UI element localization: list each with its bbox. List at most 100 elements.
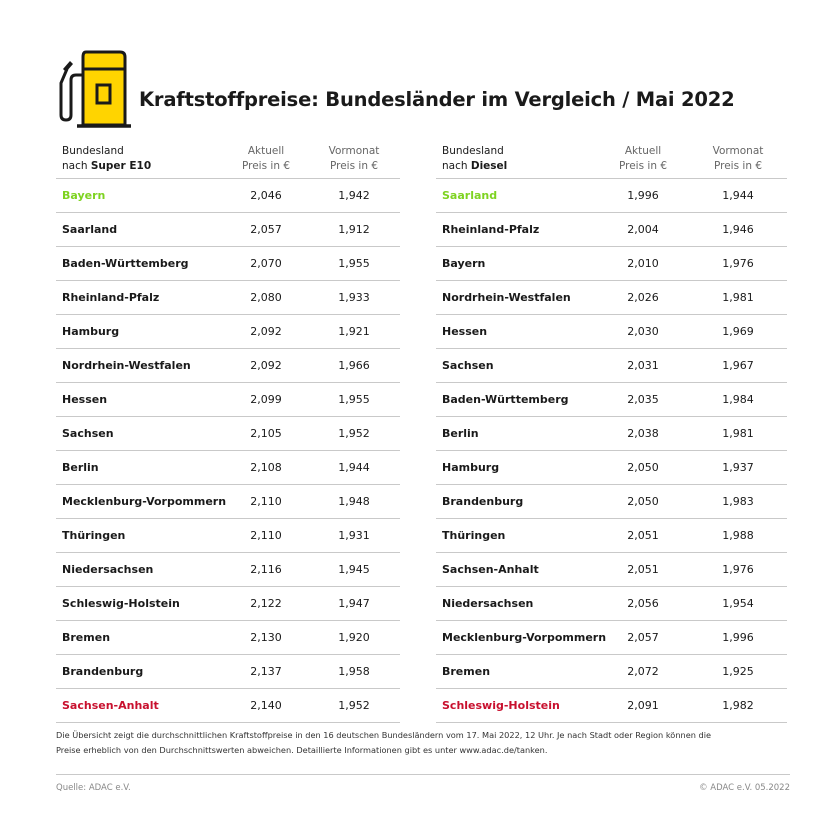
previous-price: 1,944 bbox=[722, 189, 754, 202]
current-price: 2,051 bbox=[627, 529, 659, 542]
table-row: Nordrhein-Westfalen 2,092 1,966 bbox=[56, 349, 400, 383]
previous-price: 1,925 bbox=[722, 665, 754, 678]
state-name: Sachsen-Anhalt bbox=[62, 699, 159, 712]
table-row: Hamburg 2,050 1,937 bbox=[436, 451, 787, 485]
table-body: Bayern 2,046 1,942 Saarland 2,057 1,912 Baden-… bbox=[56, 179, 400, 723]
previous-price: 1,988 bbox=[722, 529, 754, 542]
table-row: Thüringen 2,110 1,931 bbox=[56, 519, 400, 553]
header-line2-prefix: nach bbox=[62, 160, 91, 172]
previous-price: 1,981 bbox=[722, 427, 754, 440]
header-line1: Bundesland bbox=[62, 145, 124, 157]
current-price: 2,122 bbox=[250, 597, 282, 610]
header-line1: Bundesland bbox=[442, 145, 504, 157]
table-row: Bremen 2,130 1,920 bbox=[56, 621, 400, 655]
state-name: Rheinland-Pfalz bbox=[62, 291, 160, 304]
table-diesel: Bundesland nach Diesel Aktuell Preis in … bbox=[436, 140, 787, 723]
current-price: 2,099 bbox=[250, 393, 282, 406]
table-row: Hessen 2,030 1,969 bbox=[436, 315, 787, 349]
current-price: 2,056 bbox=[627, 597, 659, 610]
table-row: Baden-Württemberg 2,070 1,955 bbox=[56, 247, 400, 281]
state-name: Bremen bbox=[442, 665, 491, 678]
header-previous: Vormonat Preis in € bbox=[319, 144, 389, 174]
previous-price: 1,958 bbox=[338, 665, 370, 678]
previous-price: 1,955 bbox=[338, 257, 370, 270]
state-name: Saarland bbox=[442, 189, 498, 202]
current-price: 2,092 bbox=[250, 359, 282, 372]
table-row: Sachsen 2,031 1,967 bbox=[436, 349, 787, 383]
current-price: 2,031 bbox=[627, 359, 659, 372]
state-name: Sachsen-Anhalt bbox=[442, 563, 539, 576]
previous-price: 1,942 bbox=[338, 189, 370, 202]
state-name: Sachsen bbox=[442, 359, 494, 372]
table-row: Rheinland-Pfalz 2,004 1,946 bbox=[436, 213, 787, 247]
table-row: Sachsen-Anhalt 2,051 1,976 bbox=[436, 553, 787, 587]
table-row: Schleswig-Holstein 2,091 1,982 bbox=[436, 689, 787, 723]
table-row: Bayern 2,010 1,976 bbox=[436, 247, 787, 281]
header-previous-line2: Preis in € bbox=[713, 160, 762, 172]
current-price: 2,091 bbox=[627, 699, 659, 712]
footnote-line1: Die Übersicht zeigt die durchschnittlich… bbox=[56, 730, 712, 740]
current-price: 2,072 bbox=[627, 665, 659, 678]
state-name: Thüringen bbox=[442, 529, 506, 542]
table-super-e10: Bundesland nach Super E10 Aktuell Preis … bbox=[56, 140, 400, 723]
footnote-line2: Preise erheblich von den Durchschnittswe… bbox=[56, 745, 548, 755]
state-name: Berlin bbox=[442, 427, 479, 440]
previous-price: 1,954 bbox=[722, 597, 754, 610]
current-price: 2,050 bbox=[627, 495, 659, 508]
header-current-line2: Preis in € bbox=[241, 160, 290, 172]
table-row: Berlin 2,108 1,944 bbox=[56, 451, 400, 485]
current-price: 2,057 bbox=[250, 223, 282, 236]
header-state-label: Bundesland nach Diesel bbox=[442, 144, 507, 174]
previous-price: 1,952 bbox=[338, 699, 370, 712]
table-row: Hessen 2,099 1,955 bbox=[56, 383, 400, 417]
header-current: Aktuell Preis in € bbox=[231, 144, 301, 174]
state-name: Niedersachsen bbox=[442, 597, 534, 610]
current-price: 2,108 bbox=[250, 461, 282, 474]
table-row: Mecklenburg-Vorpommern 2,110 1,948 bbox=[56, 485, 400, 519]
state-name: Bremen bbox=[62, 631, 111, 644]
current-price: 1,996 bbox=[627, 189, 659, 202]
previous-price: 1,944 bbox=[338, 461, 370, 474]
state-name: Baden-Württemberg bbox=[442, 393, 569, 406]
previous-price: 1,981 bbox=[722, 291, 754, 304]
header-current-line2: Preis in € bbox=[618, 160, 667, 172]
fuel-pump-icon bbox=[59, 50, 131, 128]
state-name: Nordrhein-Westfalen bbox=[62, 359, 191, 372]
table-row: Thüringen 2,051 1,988 bbox=[436, 519, 787, 553]
current-price: 2,110 bbox=[250, 495, 282, 508]
previous-price: 1,952 bbox=[338, 427, 370, 440]
current-price: 2,092 bbox=[250, 325, 282, 338]
table-row: Baden-Württemberg 2,035 1,984 bbox=[436, 383, 787, 417]
table-row: Bremen 2,072 1,925 bbox=[436, 655, 787, 689]
current-price: 2,137 bbox=[250, 665, 282, 678]
table-row: Bayern 2,046 1,942 bbox=[56, 179, 400, 213]
current-price: 2,038 bbox=[627, 427, 659, 440]
previous-price: 1,947 bbox=[338, 597, 370, 610]
state-name: Bayern bbox=[62, 189, 106, 202]
state-name: Thüringen bbox=[62, 529, 126, 542]
table-row: Niedersachsen 2,116 1,945 bbox=[56, 553, 400, 587]
current-price: 2,035 bbox=[627, 393, 659, 406]
table-row: Hamburg 2,092 1,921 bbox=[56, 315, 400, 349]
previous-price: 1,946 bbox=[722, 223, 754, 236]
header-previous-line1: Vormonat bbox=[328, 145, 380, 157]
table-row: Mecklenburg-Vorpommern 2,057 1,996 bbox=[436, 621, 787, 655]
state-name: Niedersachsen bbox=[62, 563, 154, 576]
header-current-line1: Aktuell bbox=[624, 145, 662, 157]
previous-price: 1,945 bbox=[338, 563, 370, 576]
state-name: Schleswig-Holstein bbox=[442, 699, 560, 712]
current-price: 2,050 bbox=[627, 461, 659, 474]
table-body: Saarland 1,996 1,944 Rheinland-Pfalz 2,004 1,… bbox=[436, 179, 787, 723]
current-price: 2,026 bbox=[627, 291, 659, 304]
current-price: 2,004 bbox=[627, 223, 659, 236]
previous-price: 1,955 bbox=[338, 393, 370, 406]
previous-price: 1,983 bbox=[722, 495, 754, 508]
state-name: Hessen bbox=[442, 325, 488, 338]
header-current-line1: Aktuell bbox=[247, 145, 285, 157]
previous-price: 1,966 bbox=[338, 359, 370, 372]
state-name: Nordrhein-Westfalen bbox=[442, 291, 571, 304]
table-row: Berlin 2,038 1,981 bbox=[436, 417, 787, 451]
state-name: Brandenburg bbox=[442, 495, 524, 508]
copyright-label: © ADAC e.V. 05.2022 bbox=[699, 783, 790, 793]
current-price: 2,080 bbox=[250, 291, 282, 304]
